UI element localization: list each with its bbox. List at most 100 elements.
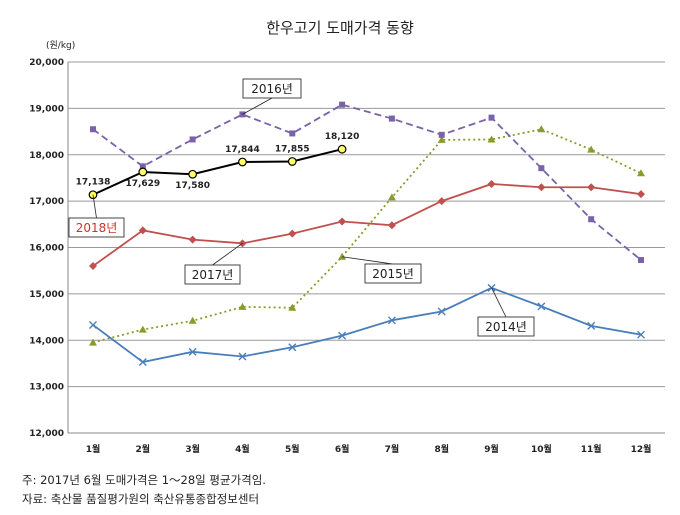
data-point-2018년 — [188, 169, 198, 179]
data-point-2014년 — [587, 321, 596, 330]
gridlines — [67, 61, 665, 434]
data-label-2018: 18,120 — [325, 132, 360, 142]
callout-box — [68, 217, 125, 238]
x-tick-label: 10월 — [531, 443, 552, 455]
callout-box — [477, 316, 535, 337]
callout-box — [184, 264, 241, 285]
x-tick-label: 12월 — [631, 443, 652, 455]
data-point-2018년 — [238, 157, 247, 167]
callout-leader — [242, 97, 273, 115]
callout-leader — [92, 194, 97, 219]
y-tick-label: 14,000 — [29, 336, 64, 346]
footnote-source: 자료: 축산물 품질평가원의 축산유통종합정보센터 — [22, 492, 260, 506]
callout-label: 2014년 — [485, 320, 527, 334]
data-point-2016년 — [339, 101, 346, 108]
data-point-2016년 — [638, 257, 644, 264]
y-tick-label: 13,000 — [29, 383, 64, 393]
data-point-2014년 — [89, 320, 97, 329]
x-tick-label: 9월 — [484, 443, 499, 455]
data-point-2014년 — [238, 352, 247, 361]
x-tick-label: 3월 — [185, 443, 200, 455]
callout-label: 2016년 — [251, 82, 293, 96]
series-markers — [88, 101, 645, 367]
data-point-2017년 — [637, 190, 645, 199]
y-axis-unit: (원/kg) — [46, 40, 75, 51]
x-tick-label: 11월 — [581, 443, 602, 455]
series-lines — [92, 103, 642, 364]
data-point-2015년 — [437, 135, 446, 143]
data-point-2015년 — [537, 125, 546, 133]
y-tick-label: 19,000 — [29, 104, 64, 114]
series-line-2018년 — [92, 148, 343, 196]
data-point-2015년 — [387, 193, 396, 201]
data-point-2017년 — [437, 197, 446, 206]
data-point-2016년 — [90, 126, 96, 133]
data-point-2015년 — [587, 145, 596, 153]
data-label-2018: 17,629 — [125, 179, 160, 189]
data-point-2015년 — [238, 302, 247, 310]
data-point-2017년 — [138, 226, 147, 235]
series-callouts: 2016년 2018년 2017년 2015년 2014년 — [68, 78, 535, 337]
data-label-2018: 17,844 — [225, 145, 260, 155]
data-point-2016년 — [289, 130, 296, 137]
data-point-2017년 — [188, 235, 197, 244]
data-point-2015년 — [637, 169, 645, 177]
x-tick-label: 4월 — [235, 443, 250, 455]
data-label-2018: 17,580 — [175, 181, 210, 191]
callout-box — [364, 263, 422, 284]
data-point-2016년 — [588, 216, 595, 223]
data-point-2014년 — [338, 331, 347, 340]
data-point-2016년 — [189, 136, 196, 143]
data-point-2017년 — [288, 229, 297, 238]
x-tick-label: 2월 — [136, 443, 151, 455]
callout-leader — [491, 287, 507, 318]
y-tick-label: 16,000 — [29, 244, 64, 254]
data-point-2015년 — [288, 303, 297, 311]
series-line-2014년 — [92, 286, 642, 364]
data-point-2017년 — [89, 262, 97, 271]
callout-label: 2015년 — [372, 267, 414, 281]
data-point-2014년 — [437, 307, 446, 316]
data-point-2016년 — [488, 114, 495, 121]
x-tick-label: 8월 — [434, 443, 449, 455]
x-tick-label: 1월 — [86, 443, 101, 455]
data-point-2015년 — [487, 135, 496, 143]
chart-title: 한우고기 도매가격 동향 — [266, 19, 414, 37]
data-point-2018년 — [287, 157, 297, 166]
data-point-2015년 — [89, 338, 97, 346]
data-point-2014년 — [138, 358, 147, 367]
data-point-2017년 — [338, 217, 347, 226]
data-point-2015년 — [188, 316, 197, 324]
data-point-2014년 — [288, 343, 297, 352]
data-point-2017년 — [537, 183, 546, 192]
data-point-2017년 — [387, 221, 396, 230]
line-chart: 한우고기 도매가격 동향 (원/kg) 12,000 13,000 14,000 15… — [29, 19, 665, 455]
y-tick-label: 12,000 — [29, 429, 64, 439]
data-point-2014년 — [387, 316, 396, 325]
data-point-2017년 — [587, 183, 596, 192]
data-point-2016년 — [139, 163, 146, 170]
y-tick-label: 18,000 — [29, 151, 64, 161]
callout-label: 2018년 — [76, 221, 118, 235]
data-point-2017년 — [487, 179, 496, 188]
x-tick-label: 7월 — [385, 443, 400, 455]
data-point-2014년 — [487, 283, 496, 292]
data-point-2018년 — [337, 144, 347, 154]
x-tick-labels: 1월 2월 3월 4월 5월 6월 7월 8월 9월 10월 11월 12월 — [86, 443, 652, 455]
y-tick-label: 15,000 — [29, 290, 64, 300]
data-point-2014년 — [637, 330, 645, 339]
data-labels: 17,138 17,629 17,580 17,844 17,855 18,120 — [76, 132, 360, 191]
series-line-2017년 — [92, 183, 642, 267]
data-point-2016년 — [538, 165, 545, 172]
callout-leader — [342, 256, 394, 265]
data-point-2015년 — [138, 325, 147, 333]
callout-leader — [212, 243, 243, 266]
x-tick-label: 5월 — [285, 443, 300, 455]
data-point-2018년 — [138, 167, 148, 177]
data-point-2014년 — [188, 347, 197, 356]
data-point-2016년 — [438, 131, 445, 138]
y-tick-label: 20,000 — [29, 58, 64, 68]
data-point-2016년 — [388, 115, 395, 122]
y-tick-labels: 12,000 13,000 14,000 15,000 16,000 17,000 18,0… — [29, 58, 64, 439]
data-point-2015년 — [338, 252, 347, 260]
